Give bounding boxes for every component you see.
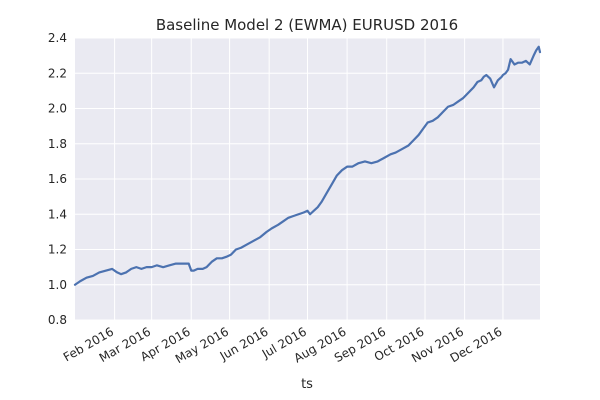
y-tick-label: 2.4 bbox=[48, 31, 67, 45]
y-tick-label: 1.4 bbox=[48, 207, 67, 221]
y-tick-label: 1.8 bbox=[48, 137, 67, 151]
series-line bbox=[73, 45, 542, 286]
y-tick-label: 0.8 bbox=[48, 313, 67, 327]
chart-title: Baseline Model 2 (EWMA) EURUSD 2016 bbox=[156, 16, 458, 34]
x-axis-label: ts bbox=[301, 377, 313, 392]
y-tick-label: 1.0 bbox=[48, 278, 67, 292]
y-tick-label: 1.2 bbox=[48, 243, 67, 257]
y-tick-label: 2.0 bbox=[48, 102, 67, 116]
y-tick-label: 1.6 bbox=[48, 172, 67, 186]
y-tick-label: 2.2 bbox=[48, 66, 67, 80]
